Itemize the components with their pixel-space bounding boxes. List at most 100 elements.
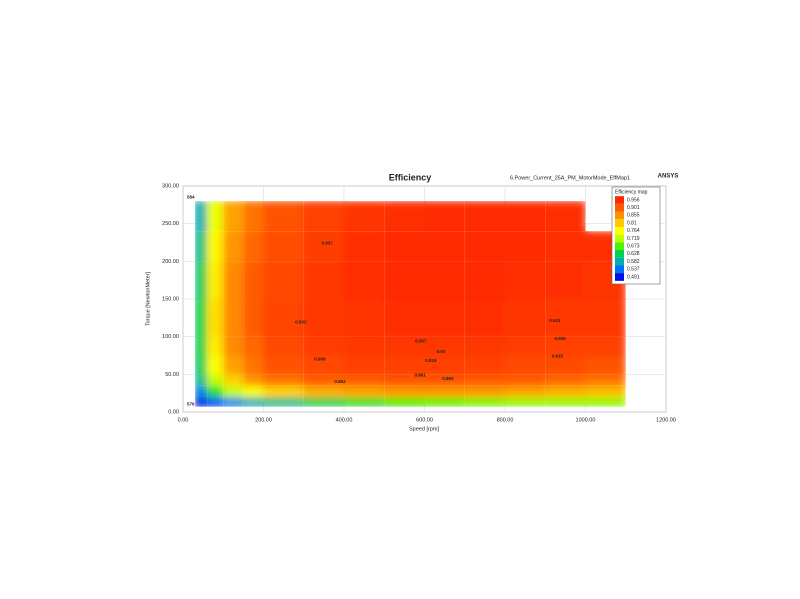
heat-cell [343, 373, 385, 387]
legend-swatch [615, 226, 624, 235]
contour-label: 0.931 [549, 318, 561, 323]
legend-label: 0.628 [627, 251, 640, 257]
heat-cell [464, 373, 506, 387]
heat-cell [263, 336, 305, 356]
heat-cell [242, 355, 264, 375]
legend-label: 0.491 [627, 274, 640, 280]
heat-cell [343, 385, 385, 398]
heat-cell [424, 396, 466, 407]
heat-cell [303, 230, 345, 262]
legend-label: 0.537 [627, 267, 640, 273]
contour-label: 0.957 [415, 338, 427, 343]
legend-label: 0.764 [627, 228, 640, 234]
heat-cell [206, 355, 224, 375]
heat-cell [343, 336, 385, 356]
heat-cell [383, 298, 425, 338]
contour-label: 0.937 [321, 240, 333, 245]
legend-label: 0.719 [627, 236, 640, 242]
contour-label: 0.926 [555, 336, 567, 341]
heat-cell [303, 336, 345, 356]
heat-cell [343, 201, 385, 232]
heat-cell [222, 385, 244, 398]
map [195, 201, 626, 407]
heat-cell [303, 201, 345, 232]
heat-cell [222, 396, 244, 407]
legend-swatch [615, 234, 624, 243]
y-tick-label: 0.00 [168, 409, 179, 415]
legend-swatch [615, 196, 624, 204]
heat-cell [383, 230, 425, 262]
legend-swatch [615, 242, 624, 251]
heat-cell [544, 396, 586, 407]
y-tick-label: 300.00 [162, 183, 179, 189]
x-tick-label: 200.00 [255, 417, 272, 423]
x-tick-label: 400.00 [336, 417, 353, 423]
heat-cell [242, 373, 264, 387]
contour-label: 0.93 [437, 349, 446, 354]
heat-cell [206, 336, 224, 356]
heat-cell [195, 298, 208, 338]
heat-cell [195, 201, 208, 232]
heat-cell [206, 396, 224, 407]
heat-cell [263, 230, 305, 262]
heat-cell [383, 385, 425, 398]
heat-cell [504, 396, 546, 407]
contour-label: 0.919 [425, 358, 437, 363]
legend-title: Efficiency map [615, 189, 648, 195]
heat-cell [424, 298, 466, 338]
heat-cell [424, 230, 466, 262]
heat-cell [195, 260, 208, 300]
legend-swatch [615, 265, 624, 274]
heat-cell [544, 385, 586, 398]
heat-cell [464, 230, 506, 262]
x-axis-label: Speed [rpm] [409, 426, 439, 432]
heat-cell [343, 260, 385, 300]
heat-cell [544, 298, 586, 338]
heat-cell [242, 260, 264, 300]
heat-cell [263, 385, 305, 398]
legend-label: 0.855 [627, 213, 640, 219]
heat-cell [263, 201, 305, 232]
heat-cell [585, 336, 626, 356]
heat-cell [504, 336, 546, 356]
legend-swatch [615, 203, 624, 212]
heat-cell [504, 230, 546, 262]
heat-cell [303, 298, 345, 338]
contour-label: 0.893 [442, 376, 454, 381]
heat-cell [504, 355, 546, 375]
heat-cell [263, 396, 305, 407]
heat-cell [464, 336, 506, 356]
chart-title: Efficiency [389, 172, 432, 182]
legend-label: 0.81 [627, 220, 637, 226]
heat-cell [195, 385, 208, 398]
heat-cell [263, 298, 305, 338]
heat-cell [303, 396, 345, 407]
heat-cell [544, 373, 586, 387]
heat-cell [195, 230, 208, 262]
corner-label: 576 [187, 402, 195, 407]
x-tick-label: 1000.00 [576, 417, 596, 423]
x-tick-label: 1200.00 [656, 417, 676, 423]
heat-cell [504, 298, 546, 338]
heat-cell [206, 385, 224, 398]
heat-cell [195, 355, 208, 375]
heat-cell [585, 373, 626, 387]
heat-cell [464, 396, 506, 407]
legend-label: 0.673 [627, 244, 640, 250]
heat-cell [585, 298, 626, 338]
heat-cell [383, 201, 425, 232]
heat-cell [242, 298, 264, 338]
heat-cell [464, 385, 506, 398]
y-axis-label: Torque [NewtonMeter] [145, 271, 151, 326]
legend-swatch [615, 250, 624, 258]
heat-cell [504, 201, 546, 232]
heat-cell [383, 260, 425, 300]
heat-cell [222, 373, 244, 387]
heat-cell [195, 396, 208, 407]
heat-cell [504, 385, 546, 398]
heat-cell [343, 298, 385, 338]
heat-cell [585, 385, 626, 398]
heat-cell [464, 355, 506, 375]
heat-cell [343, 230, 385, 262]
